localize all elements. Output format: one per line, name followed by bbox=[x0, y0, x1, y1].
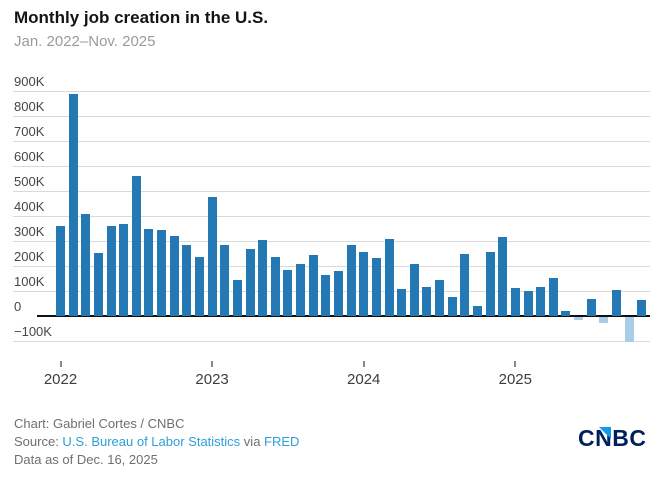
bar-feb-2023[interactable] bbox=[220, 244, 230, 316]
bar-sep-2023[interactable] bbox=[308, 254, 318, 316]
bar-sep-2025[interactable] bbox=[611, 289, 621, 316]
bar-jul-2023[interactable] bbox=[283, 269, 293, 316]
bar-may-2022[interactable] bbox=[106, 226, 116, 316]
bar-jun-2023[interactable] bbox=[270, 257, 280, 316]
bar-jan-2025[interactable] bbox=[510, 288, 520, 316]
source-via: via bbox=[240, 434, 265, 449]
x-axis-tick bbox=[59, 361, 62, 367]
bar-apr-2025[interactable] bbox=[548, 277, 558, 316]
bar-mar-2022[interactable] bbox=[81, 213, 91, 316]
source-label: Source: bbox=[14, 434, 63, 449]
y-axis-tick-label: 400K bbox=[14, 199, 45, 214]
source-link-bls[interactable]: U.S. Bureau of Labor Statistics bbox=[62, 434, 241, 449]
bar-oct-2023[interactable] bbox=[321, 274, 331, 316]
y-gridline bbox=[13, 291, 650, 292]
bar-apr-2024[interactable] bbox=[397, 289, 407, 316]
y-gridline bbox=[13, 341, 650, 342]
x-axis-year-label: 2025 bbox=[498, 371, 532, 388]
y-gridline bbox=[13, 141, 650, 142]
bar-jan-2023[interactable] bbox=[207, 197, 217, 316]
cnbc-logo: CNBC bbox=[578, 426, 652, 452]
bar-apr-2022[interactable] bbox=[93, 252, 103, 316]
y-axis-tick-label: 200K bbox=[14, 249, 45, 264]
bar-may-2023[interactable] bbox=[258, 239, 268, 316]
y-gridline bbox=[13, 91, 650, 92]
bar-oct-2024[interactable] bbox=[472, 305, 482, 316]
bar-jul-2024[interactable] bbox=[435, 280, 444, 316]
y-axis-tick-label: 300K bbox=[14, 224, 45, 239]
x-axis-year-label: 2023 bbox=[195, 371, 229, 388]
bar-feb-2024[interactable] bbox=[371, 257, 381, 316]
chart-subtitle: Jan. 2022–Nov. 2025 bbox=[14, 33, 156, 50]
bar-aug-2025[interactable] bbox=[599, 317, 609, 323]
bar-nov-2025[interactable] bbox=[637, 300, 647, 316]
bar-jun-2025[interactable] bbox=[574, 317, 583, 320]
y-axis-tick-label: 900K bbox=[14, 74, 45, 89]
bar-may-2024[interactable] bbox=[409, 263, 419, 316]
y-axis-tick-label: 100K bbox=[14, 274, 45, 289]
y-gridline bbox=[13, 116, 650, 117]
bar-nov-2023[interactable] bbox=[333, 271, 343, 316]
bar-jul-2025[interactable] bbox=[586, 298, 596, 316]
bar-dec-2022[interactable] bbox=[195, 257, 204, 316]
bar-mar-2024[interactable] bbox=[384, 239, 394, 316]
bar-nov-2022[interactable] bbox=[182, 244, 192, 316]
bar-aug-2022[interactable] bbox=[144, 228, 154, 316]
y-gridline bbox=[13, 166, 650, 167]
y-axis-tick-label: 0 bbox=[14, 299, 22, 314]
x-axis-tick bbox=[211, 361, 214, 367]
bar-apr-2023[interactable] bbox=[245, 248, 255, 316]
bar-nov-2024[interactable] bbox=[485, 251, 495, 316]
bar-feb-2022[interactable] bbox=[68, 93, 78, 316]
zero-baseline bbox=[37, 315, 650, 317]
bar-oct-2022[interactable] bbox=[169, 236, 179, 316]
y-gridline bbox=[13, 241, 650, 242]
y-axis-tick-label: 500K bbox=[14, 174, 45, 189]
x-axis-tick bbox=[514, 361, 517, 367]
bar-jul-2022[interactable] bbox=[131, 176, 141, 316]
bar-may-2025[interactable] bbox=[561, 311, 571, 316]
bar-aug-2024[interactable] bbox=[447, 296, 457, 316]
bar-mar-2025[interactable] bbox=[536, 286, 546, 316]
bar-dec-2024[interactable] bbox=[498, 236, 508, 316]
bar-sep-2024[interactable] bbox=[460, 253, 470, 316]
x-axis-year-label: 2024 bbox=[347, 371, 381, 388]
bar-oct-2025[interactable] bbox=[624, 317, 634, 343]
x-axis-year-label: 2022 bbox=[43, 371, 78, 388]
y-gridline bbox=[13, 266, 650, 267]
x-axis-tick bbox=[362, 361, 365, 367]
y-axis-tick-label: 800K bbox=[14, 99, 45, 114]
bar-jun-2022[interactable] bbox=[119, 223, 129, 316]
chart-credit: Chart: Gabriel Cortes / CNBC bbox=[14, 416, 185, 431]
bar-mar-2023[interactable] bbox=[232, 279, 242, 316]
bar-dec-2023[interactable] bbox=[346, 244, 356, 316]
bar-jan-2022[interactable] bbox=[56, 226, 65, 316]
cnbc-logo-text: CNBC bbox=[578, 425, 647, 451]
y-gridline bbox=[13, 191, 650, 192]
y-axis-tick-label: −100K bbox=[14, 324, 52, 339]
bar-jun-2024[interactable] bbox=[422, 286, 432, 316]
y-axis-tick-label: 700K bbox=[14, 124, 45, 139]
y-axis-tick-label: 600K bbox=[14, 149, 45, 164]
bar-sep-2022[interactable] bbox=[157, 229, 167, 316]
chart-source-line: Source: U.S. Bureau of Labor Statistics … bbox=[14, 434, 299, 449]
y-gridline bbox=[13, 216, 650, 217]
chart-title: Monthly job creation in the U.S. bbox=[14, 8, 269, 27]
bar-feb-2025[interactable] bbox=[523, 291, 533, 316]
source-link-fred[interactable]: FRED bbox=[264, 434, 300, 449]
bar-jan-2024[interactable] bbox=[359, 251, 369, 316]
data-as-of: Data as of Dec. 16, 2025 bbox=[14, 452, 158, 467]
bar-aug-2023[interactable] bbox=[296, 263, 305, 316]
